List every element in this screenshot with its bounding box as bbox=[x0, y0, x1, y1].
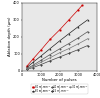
Legend: 80 mJ.mm⁻², 60 mJ.mm⁻², 40 mJ.mm⁻², 15 mJ.mm⁻², 30 mJ.mm⁻²: 80 mJ.mm⁻², 60 mJ.mm⁻², 40 mJ.mm⁻², 15 m… bbox=[31, 84, 88, 94]
X-axis label: Number of pulses: Number of pulses bbox=[42, 78, 77, 82]
Y-axis label: Ablation depth (µm): Ablation depth (µm) bbox=[8, 17, 12, 57]
